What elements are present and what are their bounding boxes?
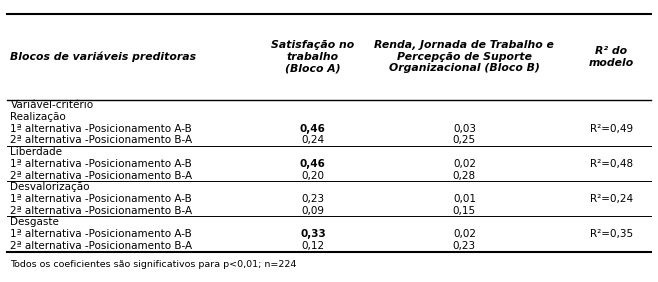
- Text: 0,46: 0,46: [300, 159, 326, 169]
- Text: 0,01: 0,01: [453, 194, 476, 204]
- Text: Desvalorização: Desvalorização: [11, 182, 90, 192]
- Text: 2ª alternativa -Posicionamento B-A: 2ª alternativa -Posicionamento B-A: [11, 135, 193, 146]
- Text: Blocos de variáveis preditoras: Blocos de variáveis preditoras: [11, 51, 197, 62]
- Text: Desgaste: Desgaste: [11, 217, 59, 227]
- Text: 0,02: 0,02: [453, 159, 476, 169]
- Text: Satisfação no
trabalho
(Bloco A): Satisfação no trabalho (Bloco A): [271, 40, 355, 73]
- Text: 0,28: 0,28: [453, 171, 476, 180]
- Text: 0,33: 0,33: [300, 229, 326, 239]
- Text: Renda, Jornada de Trabalho e
Percepção de Suporte
Organizacional (Bloco B): Renda, Jornada de Trabalho e Percepção d…: [374, 40, 554, 73]
- Text: 0,15: 0,15: [453, 206, 476, 216]
- Text: 0,03: 0,03: [453, 124, 476, 134]
- Text: R²=0,48: R²=0,48: [590, 159, 633, 169]
- Text: 1ª alternativa -Posicionamento A-B: 1ª alternativa -Posicionamento A-B: [11, 124, 192, 134]
- Text: R² do
modelo: R² do modelo: [589, 46, 634, 67]
- Text: 2ª alternativa -Posicionamento B-A: 2ª alternativa -Posicionamento B-A: [11, 241, 193, 251]
- Text: Liberdade: Liberdade: [11, 147, 63, 157]
- Text: 1ª alternativa -Posicionamento A-B: 1ª alternativa -Posicionamento A-B: [11, 159, 192, 169]
- Text: 2ª alternativa -Posicionamento B-A: 2ª alternativa -Posicionamento B-A: [11, 171, 193, 180]
- Text: 0,20: 0,20: [301, 171, 324, 180]
- Text: 0,02: 0,02: [453, 229, 476, 239]
- Text: R²=0,24: R²=0,24: [590, 194, 633, 204]
- Text: 0,46: 0,46: [300, 124, 326, 134]
- Text: 2ª alternativa -Posicionamento B-A: 2ª alternativa -Posicionamento B-A: [11, 206, 193, 216]
- Text: 0,23: 0,23: [301, 194, 324, 204]
- Text: Todos os coeficientes são significativos para p<0,01; n=224: Todos os coeficientes são significativos…: [11, 260, 297, 269]
- Text: 0,24: 0,24: [301, 135, 324, 146]
- Text: 1ª alternativa -Posicionamento A-B: 1ª alternativa -Posicionamento A-B: [11, 229, 192, 239]
- Text: 0,25: 0,25: [453, 135, 476, 146]
- Text: Realização: Realização: [11, 112, 66, 122]
- Text: Variável-critério: Variável-critério: [11, 100, 93, 110]
- Text: 0,09: 0,09: [301, 206, 324, 216]
- Text: 0,23: 0,23: [453, 241, 476, 251]
- Text: 0,12: 0,12: [301, 241, 324, 251]
- Text: R²=0,35: R²=0,35: [590, 229, 633, 239]
- Text: R²=0,49: R²=0,49: [590, 124, 633, 134]
- Text: 1ª alternativa -Posicionamento A-B: 1ª alternativa -Posicionamento A-B: [11, 194, 192, 204]
